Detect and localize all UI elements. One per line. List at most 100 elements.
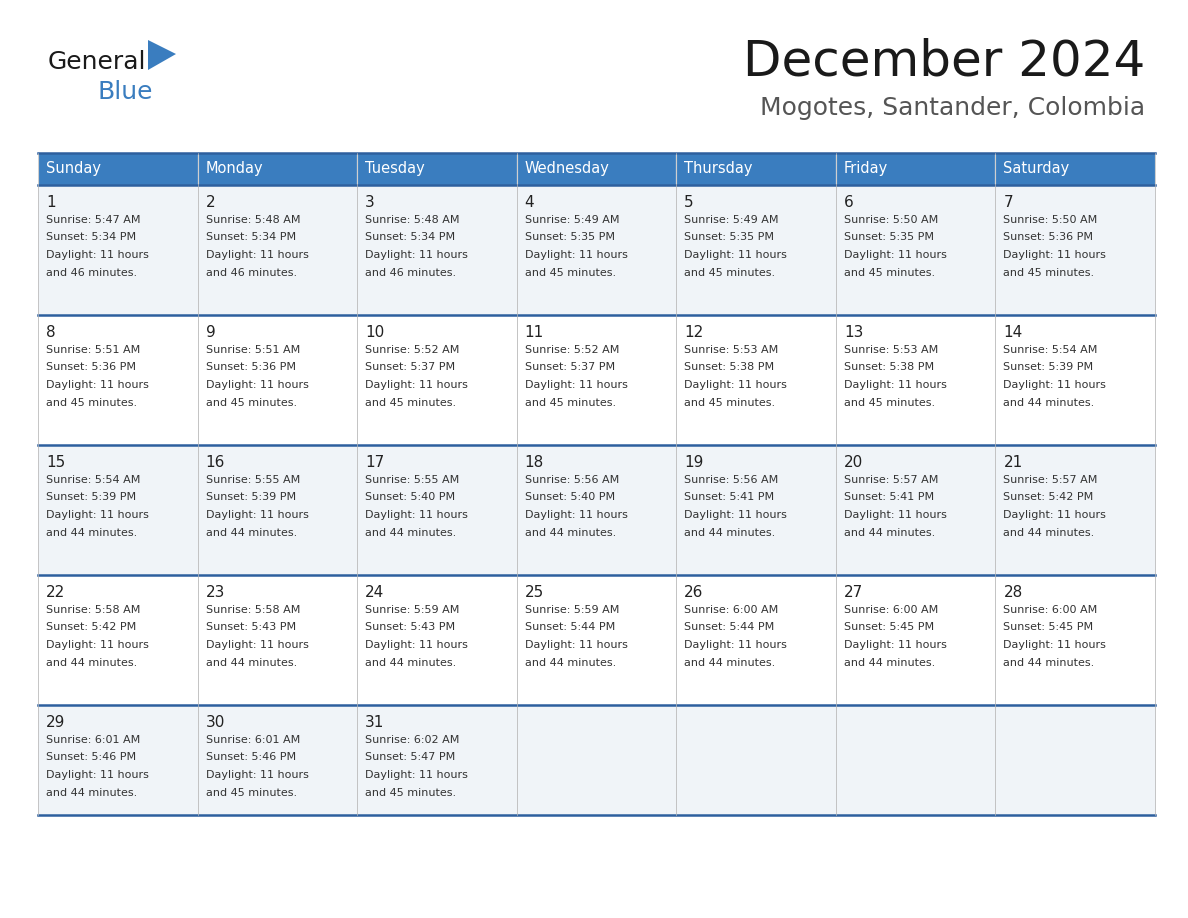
Text: and 44 minutes.: and 44 minutes. <box>365 528 456 538</box>
Text: Sunset: 5:34 PM: Sunset: 5:34 PM <box>206 232 296 242</box>
Text: Sunrise: 5:56 AM: Sunrise: 5:56 AM <box>525 475 619 485</box>
Text: Sunset: 5:45 PM: Sunset: 5:45 PM <box>843 622 934 633</box>
Bar <box>197 153 358 185</box>
Text: Daylight: 11 hours: Daylight: 11 hours <box>206 640 309 650</box>
Text: Sunset: 5:37 PM: Sunset: 5:37 PM <box>365 363 455 373</box>
Text: Sunset: 5:38 PM: Sunset: 5:38 PM <box>684 363 775 373</box>
Text: Daylight: 11 hours: Daylight: 11 hours <box>365 250 468 260</box>
Text: and 44 minutes.: and 44 minutes. <box>46 657 138 667</box>
Text: Sunrise: 5:47 AM: Sunrise: 5:47 AM <box>46 215 140 225</box>
Text: Daylight: 11 hours: Daylight: 11 hours <box>365 640 468 650</box>
Bar <box>676 445 836 575</box>
Text: and 44 minutes.: and 44 minutes. <box>843 528 935 538</box>
Text: 5: 5 <box>684 195 694 210</box>
Text: Daylight: 11 hours: Daylight: 11 hours <box>684 380 788 390</box>
Text: 28: 28 <box>1004 585 1023 600</box>
Text: 22: 22 <box>46 585 65 600</box>
Text: Thursday: Thursday <box>684 162 753 176</box>
Text: and 45 minutes.: and 45 minutes. <box>365 788 456 798</box>
Text: Sunset: 5:43 PM: Sunset: 5:43 PM <box>206 622 296 633</box>
Text: Sunset: 5:35 PM: Sunset: 5:35 PM <box>684 232 775 242</box>
Text: Sunrise: 5:53 AM: Sunrise: 5:53 AM <box>843 345 939 355</box>
Text: and 45 minutes.: and 45 minutes. <box>365 397 456 408</box>
Bar <box>197 445 358 575</box>
Text: Sunset: 5:34 PM: Sunset: 5:34 PM <box>46 232 137 242</box>
Polygon shape <box>148 40 176 70</box>
Text: Sunset: 5:42 PM: Sunset: 5:42 PM <box>1004 492 1094 502</box>
Bar <box>38 445 197 575</box>
Text: Friday: Friday <box>843 162 889 176</box>
Text: 30: 30 <box>206 715 225 730</box>
Bar <box>676 575 836 705</box>
Text: and 44 minutes.: and 44 minutes. <box>1004 657 1094 667</box>
Text: Sunset: 5:39 PM: Sunset: 5:39 PM <box>1004 363 1093 373</box>
Text: Sunrise: 5:52 AM: Sunrise: 5:52 AM <box>525 345 619 355</box>
Bar <box>517 705 676 815</box>
Text: Sunrise: 5:49 AM: Sunrise: 5:49 AM <box>684 215 779 225</box>
Text: Sunrise: 5:57 AM: Sunrise: 5:57 AM <box>1004 475 1098 485</box>
Text: Daylight: 11 hours: Daylight: 11 hours <box>843 640 947 650</box>
Bar <box>996 705 1155 815</box>
Text: Sunrise: 6:02 AM: Sunrise: 6:02 AM <box>365 735 460 745</box>
Text: Daylight: 11 hours: Daylight: 11 hours <box>525 640 627 650</box>
Text: Daylight: 11 hours: Daylight: 11 hours <box>46 380 148 390</box>
Text: Daylight: 11 hours: Daylight: 11 hours <box>365 510 468 520</box>
Text: and 46 minutes.: and 46 minutes. <box>206 267 297 277</box>
Text: Sunset: 5:35 PM: Sunset: 5:35 PM <box>843 232 934 242</box>
Bar <box>836 575 996 705</box>
Text: Sunrise: 5:55 AM: Sunrise: 5:55 AM <box>206 475 299 485</box>
Text: Sunrise: 5:56 AM: Sunrise: 5:56 AM <box>684 475 778 485</box>
Text: Sunset: 5:36 PM: Sunset: 5:36 PM <box>46 363 135 373</box>
Text: and 44 minutes.: and 44 minutes. <box>843 657 935 667</box>
Text: Sunset: 5:40 PM: Sunset: 5:40 PM <box>525 492 615 502</box>
Bar <box>996 445 1155 575</box>
Bar <box>517 315 676 445</box>
Text: and 44 minutes.: and 44 minutes. <box>46 788 138 798</box>
Bar <box>38 575 197 705</box>
Text: and 45 minutes.: and 45 minutes. <box>46 397 137 408</box>
Text: and 44 minutes.: and 44 minutes. <box>684 528 776 538</box>
Text: Sunset: 5:39 PM: Sunset: 5:39 PM <box>46 492 137 502</box>
Text: 3: 3 <box>365 195 375 210</box>
Bar <box>836 315 996 445</box>
Text: 13: 13 <box>843 325 864 340</box>
Bar <box>676 185 836 315</box>
Bar <box>197 705 358 815</box>
Text: 18: 18 <box>525 455 544 470</box>
Text: Sunrise: 6:00 AM: Sunrise: 6:00 AM <box>1004 605 1098 615</box>
Bar <box>358 575 517 705</box>
Text: Sunrise: 5:50 AM: Sunrise: 5:50 AM <box>843 215 939 225</box>
Text: Daylight: 11 hours: Daylight: 11 hours <box>206 380 309 390</box>
Text: Daylight: 11 hours: Daylight: 11 hours <box>365 770 468 780</box>
Text: Daylight: 11 hours: Daylight: 11 hours <box>1004 510 1106 520</box>
Text: 27: 27 <box>843 585 864 600</box>
Text: Sunrise: 5:54 AM: Sunrise: 5:54 AM <box>1004 345 1098 355</box>
Text: General: General <box>48 50 146 74</box>
Text: and 44 minutes.: and 44 minutes. <box>525 528 615 538</box>
Text: Sunrise: 5:58 AM: Sunrise: 5:58 AM <box>46 605 140 615</box>
Text: and 45 minutes.: and 45 minutes. <box>684 397 776 408</box>
Bar <box>358 185 517 315</box>
Text: 29: 29 <box>46 715 65 730</box>
Text: Sunrise: 5:48 AM: Sunrise: 5:48 AM <box>365 215 460 225</box>
Text: 6: 6 <box>843 195 854 210</box>
Text: 2: 2 <box>206 195 215 210</box>
Text: 7: 7 <box>1004 195 1013 210</box>
Bar <box>996 315 1155 445</box>
Text: Sunset: 5:41 PM: Sunset: 5:41 PM <box>684 492 775 502</box>
Bar <box>358 153 517 185</box>
Text: Mogotes, Santander, Colombia: Mogotes, Santander, Colombia <box>760 96 1145 120</box>
Text: Daylight: 11 hours: Daylight: 11 hours <box>46 510 148 520</box>
Text: and 44 minutes.: and 44 minutes. <box>684 657 776 667</box>
Text: Sunrise: 6:00 AM: Sunrise: 6:00 AM <box>843 605 939 615</box>
Bar <box>517 185 676 315</box>
Text: 19: 19 <box>684 455 703 470</box>
Text: 12: 12 <box>684 325 703 340</box>
Bar <box>836 705 996 815</box>
Text: Sunset: 5:41 PM: Sunset: 5:41 PM <box>843 492 934 502</box>
Text: 15: 15 <box>46 455 65 470</box>
Text: Sunrise: 5:55 AM: Sunrise: 5:55 AM <box>365 475 460 485</box>
Text: Sunset: 5:42 PM: Sunset: 5:42 PM <box>46 622 137 633</box>
Text: 31: 31 <box>365 715 385 730</box>
Text: Daylight: 11 hours: Daylight: 11 hours <box>525 510 627 520</box>
